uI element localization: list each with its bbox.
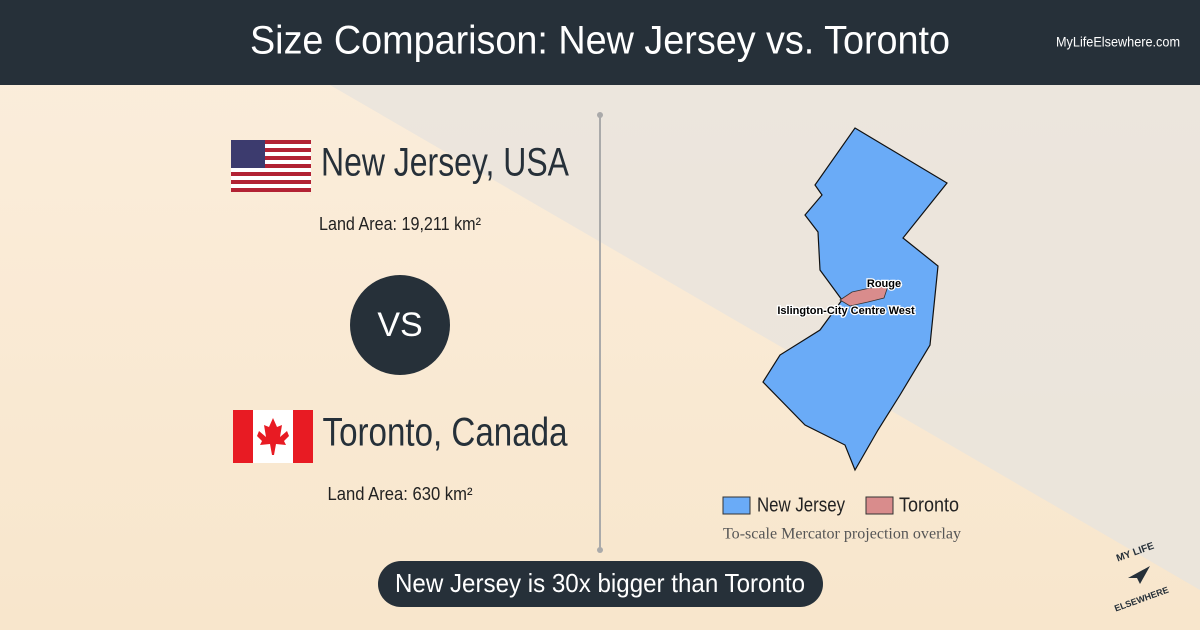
place2-name: Toronto, Canada [323,411,569,455]
vs-badge [350,275,450,375]
divider-cap [597,112,603,118]
vs-text: VS [377,306,422,344]
map-note: To-scale Mercator projection overlay [723,526,961,543]
legend-swatch [865,496,894,515]
place2-area: Land Area: 630 km² [328,484,473,504]
legend-label: Toronto [899,494,959,516]
legend-label: New Jersey [757,494,845,516]
diagonal-band [330,85,1200,590]
place1-area: Land Area: 19,211 km² [319,214,481,234]
title: Size Comparison: New Jersey vs. Toronto [250,19,950,63]
summary: New Jersey is 30x bigger than Toronto [395,568,805,598]
divider-cap [597,547,603,553]
logo-plane [1128,566,1150,584]
legend-swatch [722,496,751,515]
us-flag [231,140,311,192]
summary-pill [378,561,823,607]
header-bar [0,0,1200,85]
toronto-shape [839,285,889,307]
site-name: MyLifeElsewhere.com [1056,34,1180,50]
canada-flag [233,410,313,463]
place1-name: New Jersey, USA [321,141,569,185]
map-label: Rouge [867,278,901,290]
map-label: Islington-City Centre West [777,305,915,317]
